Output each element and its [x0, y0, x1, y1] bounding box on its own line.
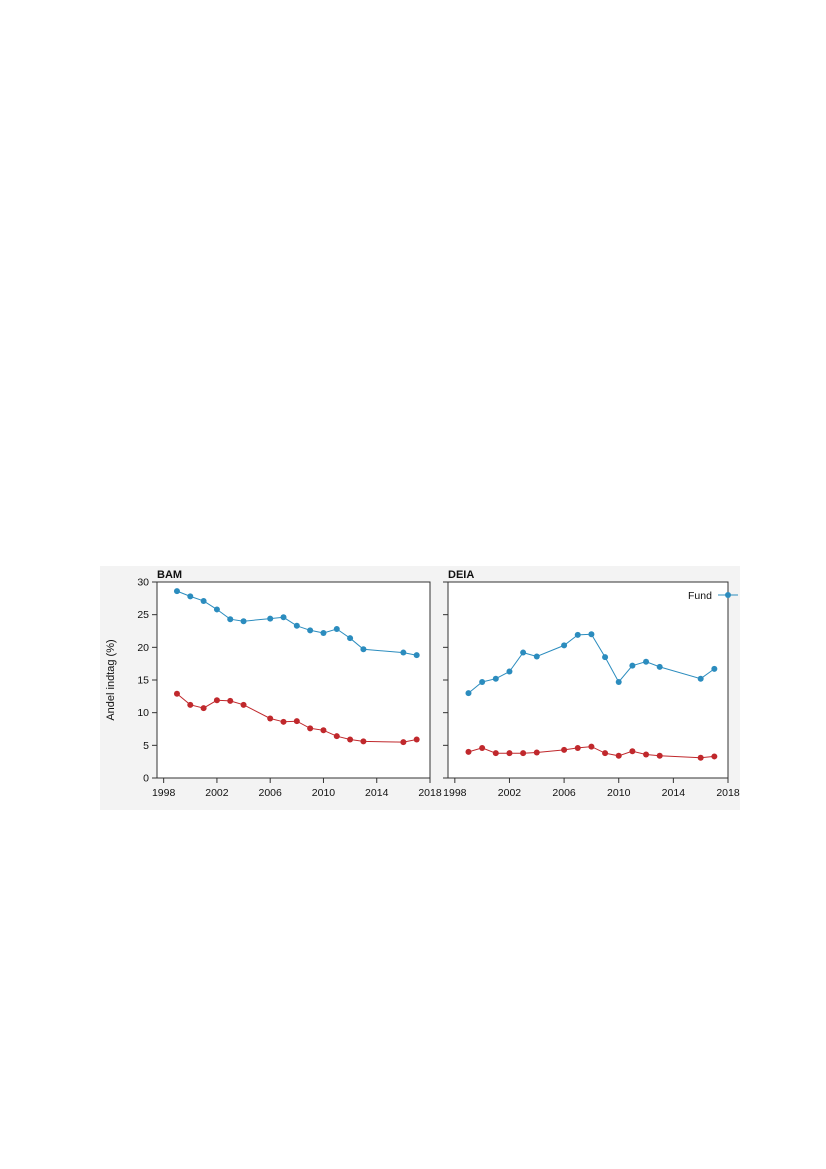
panel-2-series-above-threshold-point [656, 752, 663, 759]
chart-svg: BAM 0 5 10 15 20 25 30 1998 2002 2006 2010 2014 2018 A… [105, 569, 740, 799]
panel-2-series-above-threshold-point [615, 752, 622, 759]
panel-1-series-above-threshold-point [320, 727, 327, 734]
panel-1-series-fund-point [293, 622, 300, 629]
panel-1-y-tick-label: 0 [143, 773, 149, 785]
panel-2-series-above-threshold-point [697, 754, 704, 761]
panel-1-x-tick-label: 1998 [152, 787, 176, 799]
panel-2-series-fund-point [574, 631, 581, 638]
panel-1-series-fund-point [240, 618, 247, 625]
chart-figure: BAM 0 5 10 15 20 25 30 1998 2002 2006 2010 2014 2018 A… [100, 566, 740, 810]
panel-1-series-above-threshold-point [293, 718, 300, 725]
panel-1-series-fund-point [400, 649, 407, 656]
panel-2-series-fund-point [479, 678, 486, 685]
panel-2-series-above-threshold-point [602, 750, 609, 757]
panel-1-x-tick-label: 2018 [418, 787, 442, 799]
panel-2-series-above-threshold-point [561, 746, 568, 753]
panel-1-x-tick-label: 2002 [205, 787, 229, 799]
legend-marker-fund [725, 592, 731, 598]
panel-2-title: DEIA [448, 569, 474, 581]
panel-2-series-fund-point [520, 649, 527, 656]
panel-1-series-above-threshold-point [360, 738, 367, 745]
panel-2-series-fund-point [711, 665, 718, 672]
panel-1-y-tick-label: 10 [137, 707, 149, 719]
panel-1-x-tick-label: 2014 [365, 787, 389, 799]
panel-1-series-fund-point [347, 635, 354, 642]
panel-1-series-fund-point [413, 652, 420, 659]
panel-1-series-above-threshold-point [413, 736, 420, 743]
panel-1-x-tick-label: 2010 [312, 787, 336, 799]
panel-2-x-tick-label: 2018 [716, 787, 740, 799]
panel-1-series-above-threshold-point [400, 739, 407, 746]
panel-1-series-above-threshold-point [213, 697, 220, 704]
panel-2-series-fund-point [561, 642, 568, 649]
panel-2-series-above-threshold-point [465, 748, 472, 755]
panel-2-series-fund-point [588, 631, 595, 638]
panel-2-x-tick-label: 1998 [443, 787, 467, 799]
y-axis-label: Andel indtag (%) [105, 639, 117, 720]
panel-1-series-fund-point [360, 646, 367, 653]
panel-2-series-fund-point [615, 678, 622, 685]
panel-2-series-above-threshold-point [588, 743, 595, 750]
panel-2-series-above-threshold-point [574, 744, 581, 751]
panel-2-series-fund-point [656, 663, 663, 670]
panel-2-series-fund-point [629, 662, 636, 669]
panel-2-series-above-threshold-point [520, 750, 527, 757]
panel-2-series-above-threshold-point [711, 753, 718, 760]
panel-2-series-above-threshold-line [468, 746, 715, 759]
panel-1-y-tick-label: 5 [143, 740, 149, 752]
panel-2-series-fund-point [697, 675, 704, 682]
panel-1-series-fund-point [227, 616, 234, 623]
panel-2-series-above-threshold-point [643, 751, 650, 758]
legend-label-fund: Fund [688, 590, 712, 602]
panel-1-series-fund-point [280, 614, 287, 621]
panel-2-series-fund-point [533, 653, 540, 660]
panel-2-series-fund-point [602, 654, 609, 661]
panel-1-series-fund-point [333, 626, 340, 633]
panel-1-plot-frame [156, 581, 431, 779]
panel-1-series-above-threshold-point [200, 705, 207, 712]
panel-1-series-above-threshold-point [307, 725, 314, 732]
panel-1-series-above-threshold-point [187, 701, 194, 708]
panel-1-series-above-threshold-line [176, 693, 417, 743]
panel-1-series-fund-line [176, 590, 417, 656]
panel-1-series-above-threshold-point [240, 701, 247, 708]
panel-1-series-fund-point [173, 588, 180, 595]
panel-1-y-tick-label: 25 [137, 609, 149, 621]
panel-1-y-tick-label: 20 [137, 642, 149, 654]
panel-1-title: BAM [157, 569, 182, 581]
panel-1-x-tick-label: 2006 [259, 787, 283, 799]
panel-1-series-fund-point [267, 615, 274, 622]
panel-1-series-fund-point [200, 597, 207, 604]
panel-2-x-tick-label: 2002 [498, 787, 522, 799]
panel-1-y-tick-label: 15 [137, 675, 149, 687]
panel-1-series-above-threshold-point [333, 733, 340, 740]
panel-2-series-fund-point [643, 658, 650, 665]
panel-1-series-above-threshold-point [173, 690, 180, 697]
panel-1-series-above-threshold-point [267, 715, 274, 722]
panel-2-series-above-threshold-point [533, 749, 540, 756]
panel-2-series-fund-point [492, 675, 499, 682]
panel-1-series-above-threshold-point [280, 718, 287, 725]
panel-1-series-above-threshold-point [227, 697, 234, 704]
panel-2-series-fund-line [468, 633, 715, 694]
panel-2-series-fund-point [506, 668, 513, 675]
panel-1-series-fund-point [320, 629, 327, 636]
panel-2-x-tick-label: 2006 [552, 787, 576, 799]
panel-2-x-tick-label: 2014 [662, 787, 686, 799]
panel-1-series-fund-point [187, 593, 194, 600]
panel-1-series-fund-point [307, 627, 314, 634]
panel-2-series-above-threshold-point [492, 750, 499, 757]
panel-1-series-above-threshold-point [347, 736, 354, 743]
panel-2-series-above-threshold-point [506, 750, 513, 757]
panel-2-series-fund-point [465, 690, 472, 697]
panel-1-y-tick-label: 30 [137, 577, 149, 589]
panel-2-x-tick-label: 2010 [607, 787, 631, 799]
panel-2-series-above-threshold-point [479, 744, 486, 751]
panel-2-series-above-threshold-point [629, 748, 636, 755]
panel-1-series-fund-point [213, 606, 220, 613]
